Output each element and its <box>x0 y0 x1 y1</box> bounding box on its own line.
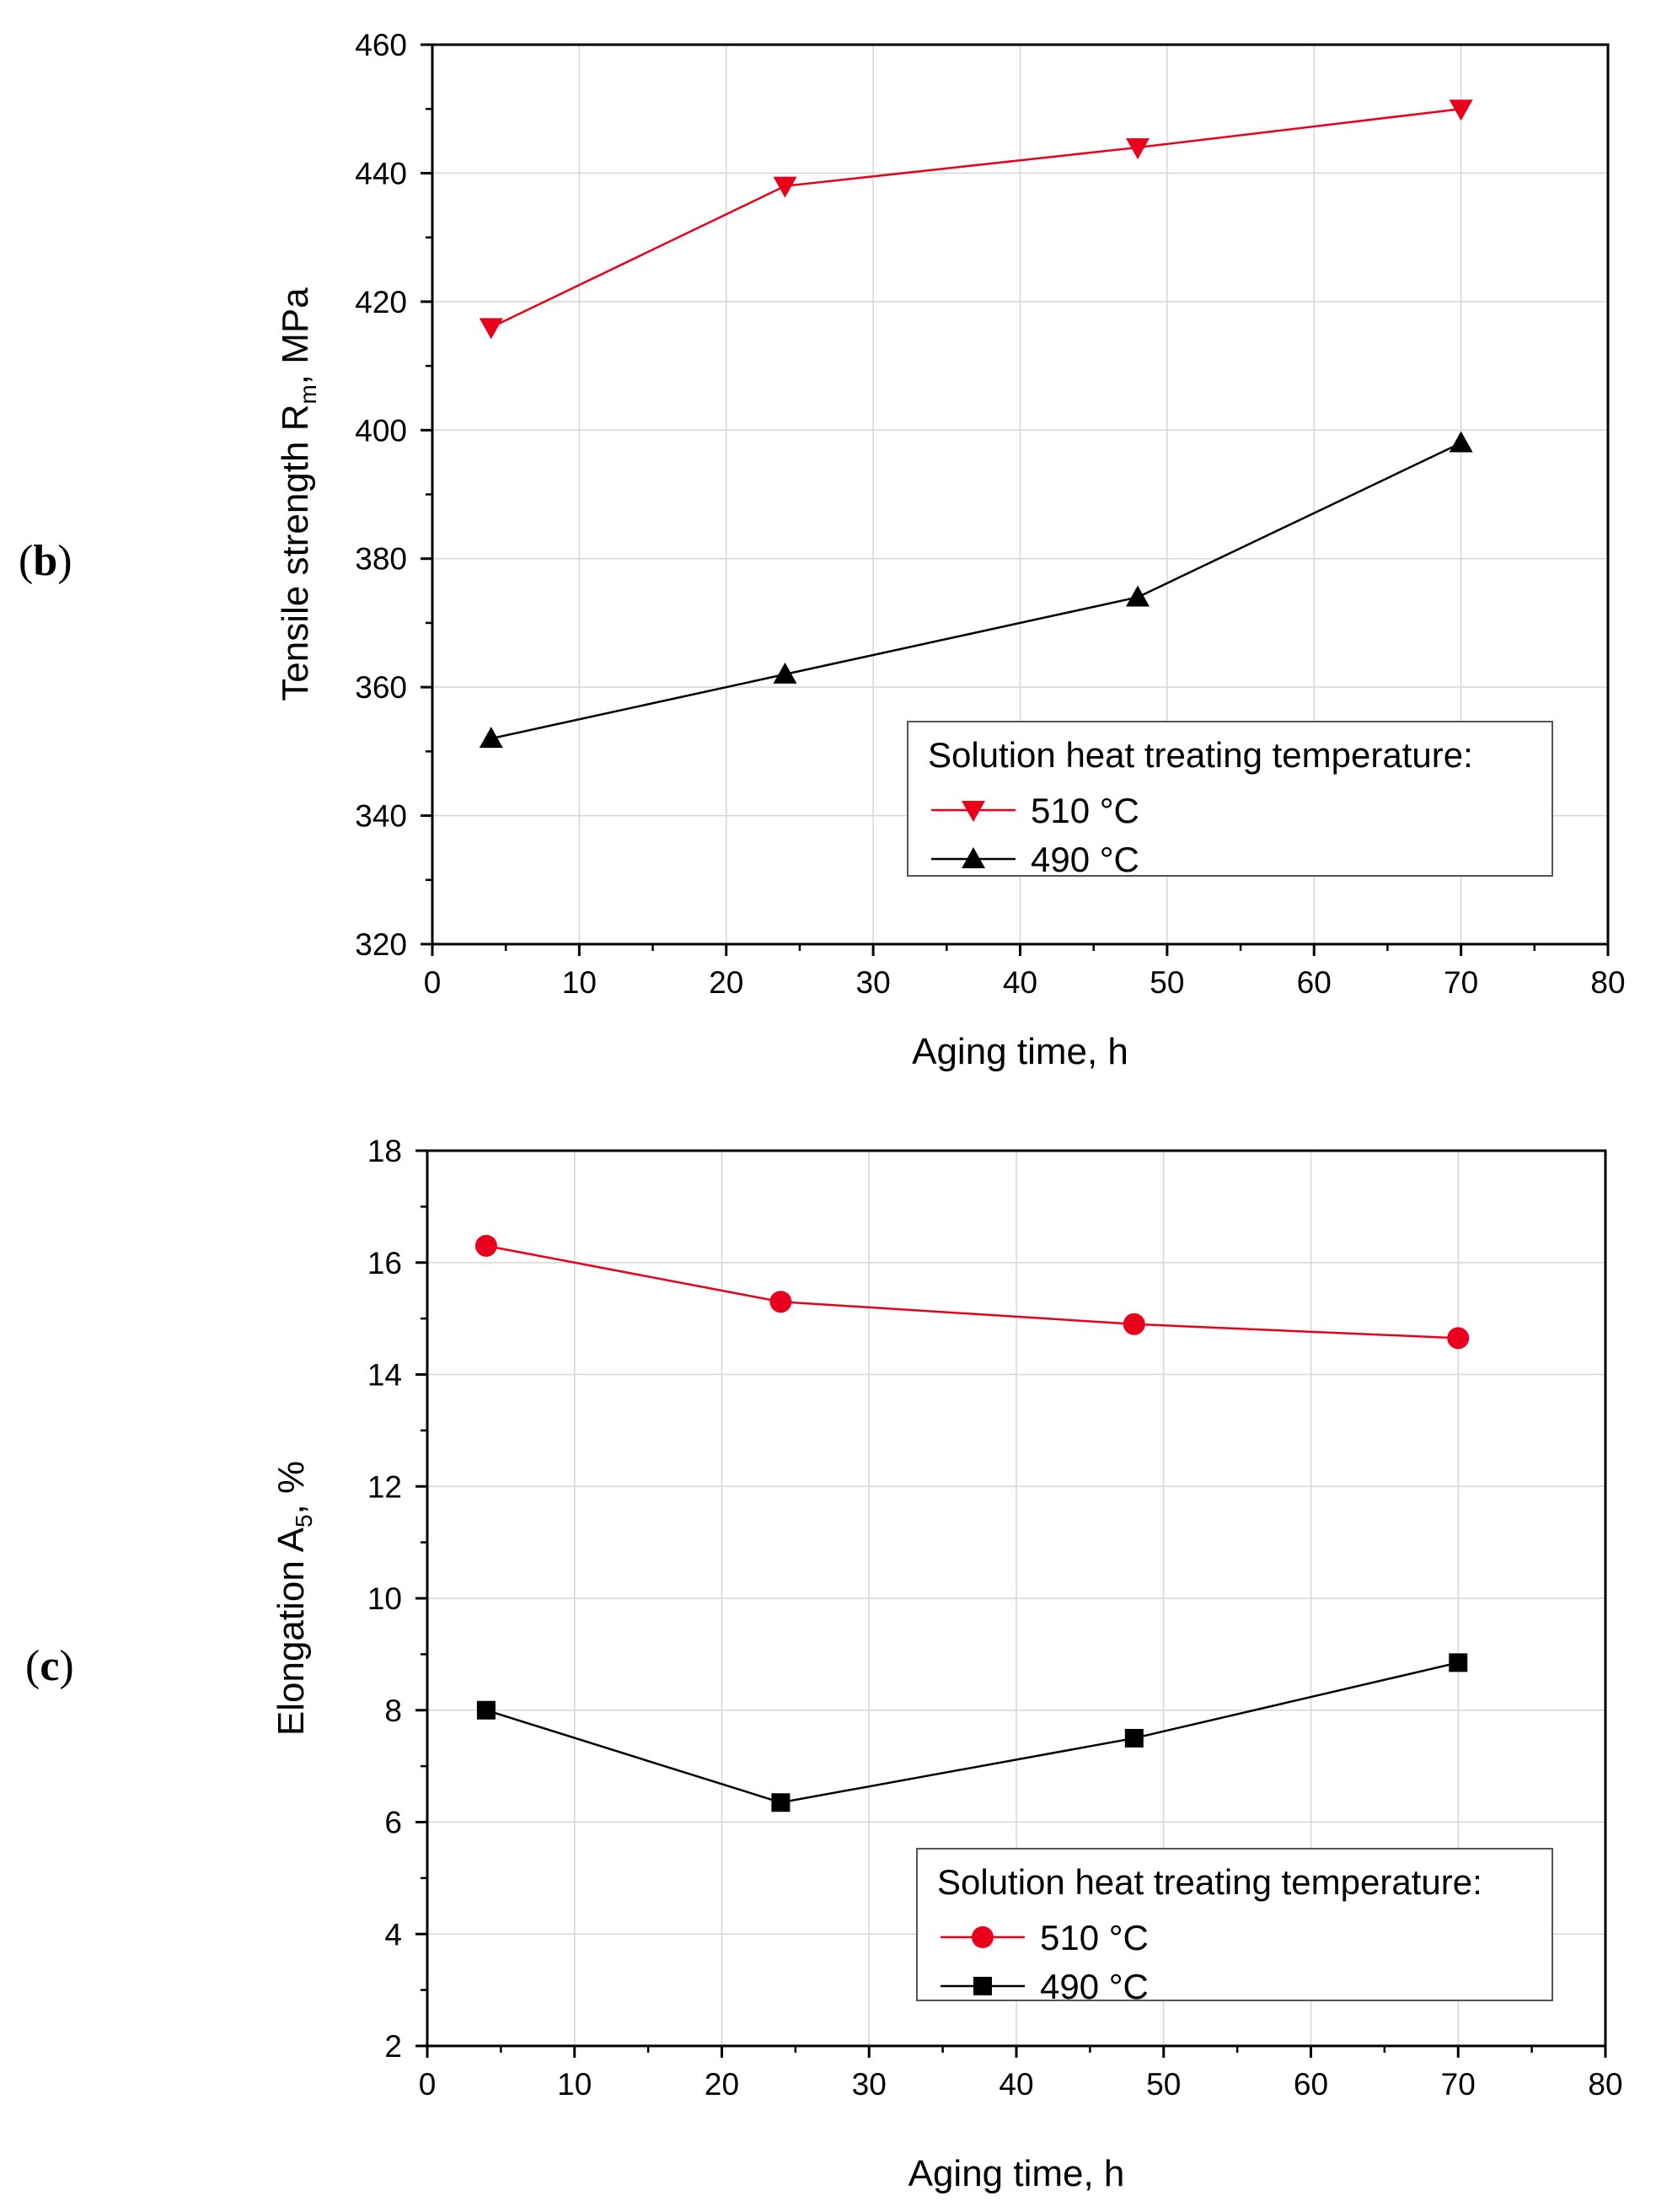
y-tick-label: 460 <box>355 28 407 62</box>
data-point <box>479 727 503 749</box>
y-axis-title-unit: , % <box>271 1461 312 1515</box>
x-tick-label: 30 <box>856 965 891 1000</box>
y-axis-title-unit: , MPa <box>275 287 316 384</box>
data-point <box>1126 137 1150 159</box>
x-tick-label: 50 <box>1146 2067 1181 2102</box>
y-axis-title: Elongation A5, % <box>271 1461 317 1736</box>
data-point <box>474 1234 497 1257</box>
y-tick-label: 4 <box>384 1917 402 1952</box>
x-axis-title: Aging time, h <box>908 2153 1125 2194</box>
y-tick-label: 6 <box>384 1806 402 1840</box>
legend-box <box>916 1848 1553 2001</box>
x-tick-label: 40 <box>999 2067 1033 2102</box>
series-0 <box>479 99 1473 340</box>
legend-box <box>907 721 1553 877</box>
legend-label: 490 °C <box>1031 840 1139 879</box>
x-tick-label: 80 <box>1590 965 1625 1000</box>
x-tick-label: 60 <box>1297 965 1332 1000</box>
y-tick-label: 380 <box>355 542 407 577</box>
y-tick-label: 360 <box>355 670 407 705</box>
series-1 <box>479 431 1473 749</box>
data-point <box>769 1291 792 1313</box>
legend-label: 490 °C <box>1040 1967 1149 2006</box>
x-tick-label: 40 <box>1003 965 1037 1000</box>
data-point <box>1126 585 1150 607</box>
x-tick-label: 20 <box>705 2067 739 2102</box>
legend: Solution heat treating temperature: 510 °… <box>907 721 1553 879</box>
chart-panel-c: (c) 0 10 20 30 40 50 60 70 80 2 4 6 8 10 12 14 16 18 Aging … <box>25 1134 1623 2194</box>
data-point <box>1123 1313 1145 1335</box>
x-tick-label: 60 <box>1294 2067 1328 2102</box>
data-point <box>773 176 797 198</box>
x-tick-label: 0 <box>424 965 442 1000</box>
y-tick-label: 420 <box>355 285 407 319</box>
series-0 <box>474 1234 1470 1350</box>
series-line <box>485 1244 1459 1340</box>
data-point <box>773 662 797 684</box>
data-point <box>1449 99 1473 121</box>
y-tick-label: 440 <box>355 156 407 191</box>
legend-marker <box>962 801 985 822</box>
y-axis-title-subscript: 5 <box>291 1514 317 1527</box>
data-point <box>476 1700 496 1720</box>
legend-title: Solution heat treating temperature: <box>928 735 1473 775</box>
y-tick-label: 18 <box>367 1134 402 1168</box>
panel-letter: b <box>33 537 57 585</box>
legend-label: 510 °C <box>1040 1918 1149 1957</box>
y-tick-label: 14 <box>367 1358 402 1393</box>
panel-letter: c <box>40 1642 59 1690</box>
data-point <box>1447 1327 1470 1350</box>
x-tick-label: 80 <box>1588 2067 1622 2102</box>
legend-title: Solution heat treating temperature: <box>937 1862 1482 1902</box>
x-tick-label: 70 <box>1441 2067 1476 2102</box>
panel-label: (c) <box>25 1642 74 1690</box>
panel-label: (b) <box>19 537 72 585</box>
y-tick-label: 16 <box>367 1246 402 1280</box>
y-tick-label: 340 <box>355 799 407 834</box>
data-point <box>1124 1728 1144 1748</box>
y-axis-title: Tensile strength Rm, MPa <box>275 287 321 701</box>
y-tick-label: 12 <box>367 1469 402 1504</box>
data-point <box>771 1793 790 1812</box>
y-axis-title-main: Elongation A <box>271 1527 312 1736</box>
x-tick-label: 30 <box>852 2067 887 2102</box>
x-tick-label: 10 <box>557 2067 592 2102</box>
legend-marker <box>962 847 985 868</box>
x-axis-title: Aging time, h <box>912 1031 1128 1072</box>
legend-marker <box>973 1977 992 1995</box>
series-1 <box>476 1653 1468 1812</box>
legend: Solution heat treating temperature: 510 °… <box>916 1848 1553 2006</box>
y-tick-label: 8 <box>384 1694 402 1728</box>
series-line <box>490 442 1462 740</box>
y-axis-title-main: Tensile strength R <box>275 405 316 701</box>
chart-panel-b: (b) 0 10 20 30 40 50 60 70 80 320 340 360 380 400 420 44… <box>19 28 1626 1072</box>
series-line <box>485 1662 1459 1804</box>
y-tick-label: 320 <box>355 927 407 962</box>
data-point <box>1449 431 1473 453</box>
x-tick-label: 0 <box>419 2067 437 2102</box>
x-tick-label: 10 <box>562 965 597 1000</box>
data-point <box>1449 1653 1468 1672</box>
x-tick-label: 50 <box>1150 965 1184 1000</box>
series-line <box>490 107 1461 329</box>
x-tick-label: 20 <box>709 965 743 1000</box>
y-tick-label: 2 <box>384 2029 402 2064</box>
y-tick-label: 10 <box>367 1581 402 1616</box>
legend-label: 510 °C <box>1031 791 1139 830</box>
y-axis-title-subscript: m <box>295 384 321 404</box>
x-tick-label: 70 <box>1444 965 1478 1000</box>
legend-marker <box>972 1926 994 1948</box>
data-point <box>479 318 503 340</box>
y-tick-label: 400 <box>355 413 407 448</box>
